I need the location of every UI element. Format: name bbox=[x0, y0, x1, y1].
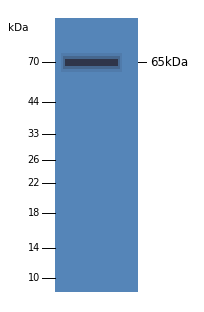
Text: 14: 14 bbox=[28, 243, 40, 253]
Bar bbox=[55, 18, 137, 292]
Text: 22: 22 bbox=[27, 178, 40, 188]
Text: 10: 10 bbox=[28, 273, 40, 283]
Text: 33: 33 bbox=[28, 129, 40, 139]
Text: 70: 70 bbox=[28, 57, 40, 67]
Text: 44: 44 bbox=[28, 97, 40, 107]
Text: kDa: kDa bbox=[8, 23, 28, 33]
Text: 26: 26 bbox=[28, 155, 40, 165]
Bar bbox=[61, 52, 121, 71]
Bar bbox=[65, 59, 118, 66]
Text: 18: 18 bbox=[28, 208, 40, 218]
Text: 65kDa: 65kDa bbox=[149, 56, 187, 69]
Bar bbox=[63, 56, 119, 69]
